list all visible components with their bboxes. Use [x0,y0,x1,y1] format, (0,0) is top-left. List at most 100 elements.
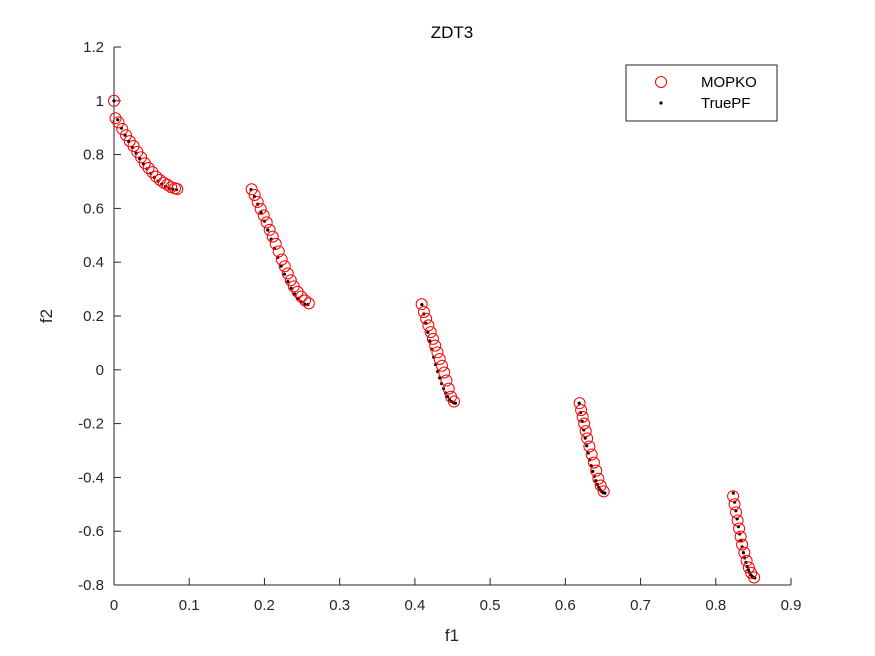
mopko-point [435,359,448,372]
y-axis-label: f2 [37,309,56,323]
y-tick-label: 0.8 [83,147,104,164]
mopko-point [738,546,751,559]
mopko-point [278,260,291,273]
x-tick-label: 0.4 [404,597,425,614]
x-tick-label: 0.1 [179,597,200,614]
x-tick-label: 0.8 [705,597,726,614]
truepf-point [112,99,116,103]
y-tick-label: -0.6 [78,523,104,540]
mopko-point [254,202,267,215]
mopko-point [295,290,308,303]
mopko-point [742,561,755,574]
truepf-point [445,395,450,399]
x-tick-label: 0.6 [555,597,576,614]
mopko-point [260,216,273,229]
mopko-point [590,464,603,477]
mopko-point [585,448,598,461]
mopko-point [417,305,430,318]
legend-label-mopko: MOPKO [701,74,757,91]
mopko-point [116,123,129,136]
mopko-point [587,456,600,469]
x-tick-label: 0.3 [329,597,350,614]
truepf-point [420,303,424,307]
mopko-point [263,223,276,236]
truepf-point [591,469,595,473]
mopko-point [592,472,605,485]
mopko-point [579,425,592,438]
mopko-point [575,404,588,417]
chart-title: ZDT3 [431,23,474,42]
mopko-point [734,530,747,543]
x-tick-label: 0.2 [254,597,275,614]
truepf-point [583,436,587,440]
mopko-point [120,129,133,142]
y-tick-label: 1.2 [83,39,104,56]
truepf-point [428,339,432,343]
truepf-point [577,401,581,405]
mopko-point [135,151,148,164]
mopko-point [245,183,258,196]
mopko-point [748,571,761,584]
mopko-point [581,432,594,445]
mopko-point [727,490,740,503]
mopko-point [433,353,446,366]
x-tick-label: 0.9 [781,597,802,614]
legend-marker-mopko [655,76,667,88]
y-tick-label: -0.8 [78,577,104,594]
mopko-point [275,253,288,266]
x-tick-label: 0 [110,597,118,614]
mopko-point [730,506,743,519]
mopko-point [422,319,435,332]
mopko-point [583,440,596,453]
truepf-point [741,551,746,555]
mopko-point [420,312,433,325]
mopko-point [731,514,744,527]
mopko-point [573,397,586,410]
truepf-point [603,491,607,495]
mopko-point [736,538,749,551]
mopko-point [272,245,285,258]
y-tick-label: 0.2 [83,308,104,325]
mopko-point [424,326,437,339]
mopko-point [438,366,451,379]
mopko-point [728,498,741,511]
x-axis-ticks: 0 0.1 0.2 0.3 0.4 0.5 0.6 0.7 0.8 0.9 [110,578,802,614]
mopko-point [302,297,315,310]
mopko-point [161,178,174,191]
y-tick-label: 1 [96,93,104,110]
mopko-point [112,116,125,129]
legend: MOPKO TruePF [625,64,778,122]
mopko-point [578,417,591,430]
mopko-point [448,395,461,408]
x-tick-label: 0.7 [630,597,651,614]
y-tick-label: -0.2 [78,416,104,433]
mopko-point [146,166,159,179]
mopko-point [150,170,163,183]
mopko-point [440,374,453,387]
mopko-point [248,188,261,201]
mopko-point [594,479,607,492]
truepf-point [731,491,735,495]
mopko-point [109,112,122,125]
mopko-series [108,94,761,584]
y-tick-label: 0 [96,362,104,379]
mopko-point [266,230,279,243]
mopko-point [251,195,264,208]
truepf-point [585,444,589,448]
mopko-point [142,162,155,175]
mopko-point [108,94,120,107]
plot-area [114,47,791,585]
truepf-point [289,286,293,290]
mopko-point [299,294,312,307]
y-tick-label: 0.4 [83,254,104,271]
mopko-point [426,332,439,345]
mopko-point [257,209,270,222]
mopko-point [281,267,294,280]
y-tick-label: 0.6 [83,200,104,217]
mopko-point [269,237,282,250]
mopko-point [431,346,444,359]
x-tick-label: 0.5 [480,597,501,614]
mopko-point [429,339,442,352]
mopko-point [597,485,610,498]
